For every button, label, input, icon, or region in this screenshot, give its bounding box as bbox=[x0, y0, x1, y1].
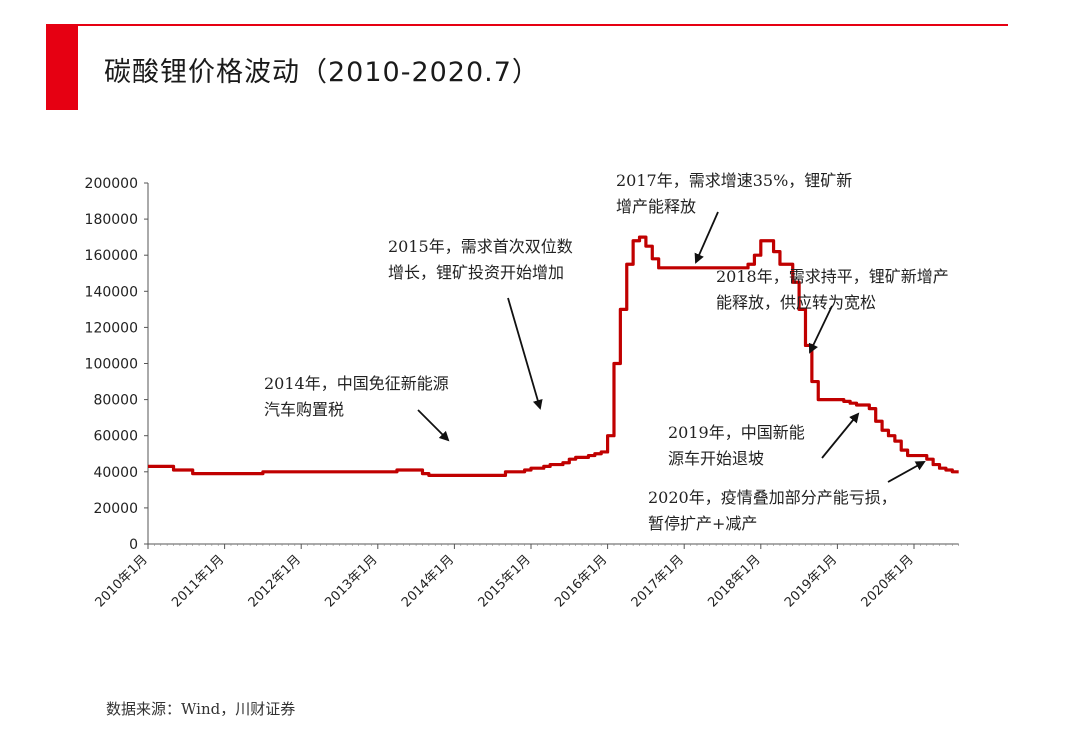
title-accent-block bbox=[46, 24, 78, 110]
y-tick-label: 80000 bbox=[93, 393, 138, 409]
title-rule bbox=[78, 24, 1008, 26]
annotation-line: 2015年，需求首次双位数 bbox=[388, 237, 573, 256]
annotation-line: 2018年，需求持平，锂矿新增产 bbox=[716, 267, 949, 286]
y-tick-label: 120000 bbox=[85, 320, 138, 336]
annotation-arrow bbox=[887, 461, 926, 483]
annotation-text: 2015年，需求首次双位数增长，锂矿投资开始增加 bbox=[388, 237, 573, 282]
x-tick-label: 2020年1月 bbox=[859, 552, 917, 610]
y-tick-label: 100000 bbox=[85, 357, 138, 373]
data-source-note: 数据来源：Wind，川财证券 bbox=[106, 700, 296, 718]
price-series-line bbox=[148, 235, 959, 478]
page-title: 碳酸锂价格波动（2010-2020.7） bbox=[104, 57, 540, 88]
annotation-line: 汽车购置税 bbox=[264, 400, 344, 419]
annotation-arrow bbox=[821, 412, 860, 459]
y-tick-label: 0 bbox=[129, 537, 138, 553]
y-tick-label: 160000 bbox=[85, 248, 138, 264]
x-tick-label: 2010年1月 bbox=[93, 552, 151, 610]
annotation-text: 2017年，需求增速35%，锂矿新增产能释放 bbox=[616, 171, 852, 216]
y-tick-label: 40000 bbox=[93, 465, 138, 481]
x-tick-label: 2012年1月 bbox=[246, 552, 304, 610]
annotation-text: 2014年，中国免征新能源汽车购置税 bbox=[264, 374, 449, 419]
annotation-line: 暂停扩产+减产 bbox=[648, 514, 757, 533]
y-tick-label: 60000 bbox=[93, 429, 138, 445]
y-tick-label: 20000 bbox=[93, 501, 138, 517]
y-tick-label: 180000 bbox=[85, 212, 138, 228]
annotation-text: 2020年，疫情叠加部分产能亏损， 暂停扩产+减产 bbox=[648, 488, 897, 533]
annotation-line: 2017年，需求增速35%，锂矿新 bbox=[616, 171, 852, 190]
x-tick-label: 2019年1月 bbox=[782, 552, 840, 610]
annotation-line: 源车开始退坡 bbox=[668, 449, 764, 468]
annotation-text: 2019年，中国新能源车开始退坡 bbox=[668, 423, 805, 468]
x-tick-label: 2017年1月 bbox=[629, 552, 687, 610]
annotation-text: 2018年，需求持平，锂矿新增产能释放，供应转为宽松 bbox=[716, 267, 949, 312]
x-tick-label: 2013年1月 bbox=[322, 552, 380, 610]
y-tick-label: 200000 bbox=[85, 176, 138, 192]
x-tick-label: 2014年1月 bbox=[399, 552, 457, 610]
y-tick-label: 140000 bbox=[85, 284, 138, 300]
annotation-arrow bbox=[808, 305, 833, 354]
annotation-line: 增产能释放 bbox=[616, 197, 696, 216]
x-tick-label: 2018年1月 bbox=[705, 552, 763, 610]
annotation-arrow bbox=[417, 409, 450, 442]
x-tick-label: 2015年1月 bbox=[476, 552, 534, 610]
annotation-arrow bbox=[507, 297, 543, 410]
annotation-line: 2014年，中国免征新能源 bbox=[264, 374, 449, 393]
annotation-line: 增长，锂矿投资开始增加 bbox=[388, 263, 564, 282]
annotation-arrow bbox=[694, 211, 719, 264]
x-tick-label: 2016年1月 bbox=[552, 552, 610, 610]
annotation-line: 能释放，供应转为宽松 bbox=[716, 293, 876, 312]
annotation-line: 2020年，疫情叠加部分产能亏损， bbox=[648, 488, 897, 507]
annotation-line: 2019年，中国新能 bbox=[668, 423, 805, 442]
x-tick-label: 2011年1月 bbox=[169, 552, 227, 610]
